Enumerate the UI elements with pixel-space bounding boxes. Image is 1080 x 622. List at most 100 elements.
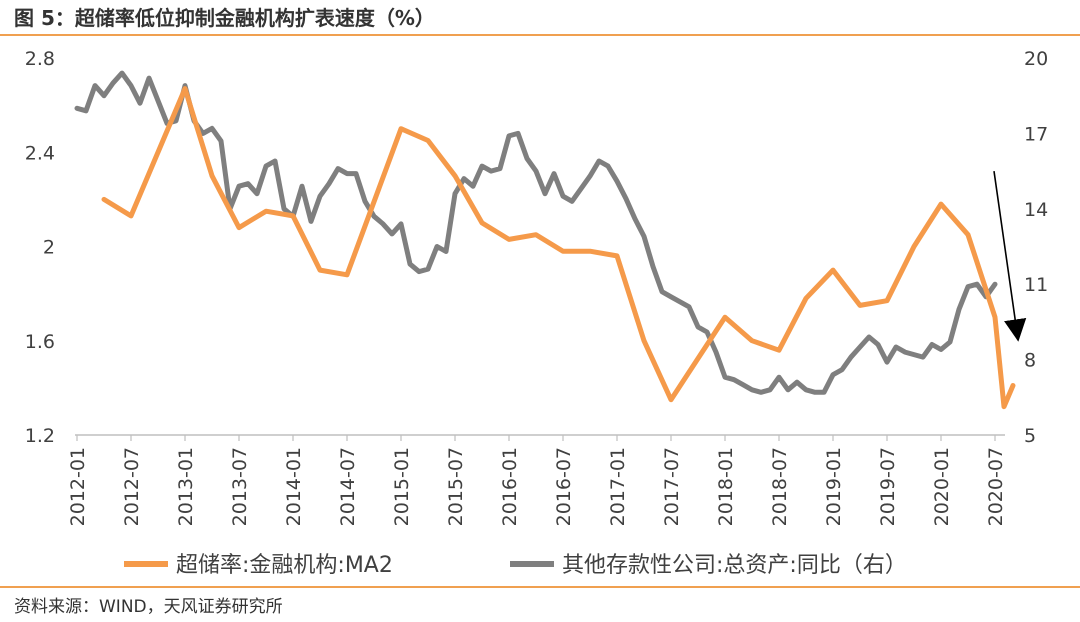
data-point-total-assets-yoy bbox=[741, 383, 745, 387]
x-tick-label: 2014-01 bbox=[283, 447, 305, 526]
data-point-total-assets-yoy bbox=[876, 343, 880, 347]
data-point-total-assets-yoy bbox=[948, 340, 952, 344]
data-point-total-assets-yoy bbox=[651, 265, 655, 269]
data-point-total-assets-yoy bbox=[678, 300, 682, 304]
x-tick-label: 2020-07 bbox=[985, 447, 1007, 526]
data-point-excess-reserve-ratio bbox=[642, 339, 646, 343]
data-point-total-assets-yoy bbox=[309, 219, 313, 223]
y-right-tick-label: 11 bbox=[1024, 274, 1048, 296]
data-point-total-assets-yoy bbox=[723, 375, 727, 379]
x-tick-label: 2016-01 bbox=[499, 447, 521, 526]
source-note: 资料来源：WIND，天风证券研究所 bbox=[14, 597, 283, 617]
data-point-total-assets-yoy bbox=[912, 353, 916, 357]
data-point-total-assets-yoy bbox=[840, 368, 844, 372]
y-right-tick-label: 5 bbox=[1024, 425, 1036, 447]
data-point-total-assets-yoy bbox=[732, 378, 736, 382]
data-point-total-assets-yoy bbox=[129, 84, 133, 88]
data-point-excess-reserve-ratio bbox=[183, 87, 187, 91]
series-line-excess-reserve-ratio bbox=[101, 86, 1016, 410]
data-point-excess-reserve-ratio bbox=[264, 209, 268, 213]
data-point-total-assets-yoy bbox=[687, 305, 691, 309]
data-point-total-assets-yoy bbox=[705, 330, 709, 334]
data-point-total-assets-yoy bbox=[903, 350, 907, 354]
data-point-total-assets-yoy bbox=[966, 285, 970, 289]
y-left-tick-label: 1.6 bbox=[25, 331, 55, 353]
data-point-excess-reserve-ratio bbox=[750, 339, 754, 343]
data-point-total-assets-yoy bbox=[273, 159, 277, 163]
legend-label-excess-reserve-ratio: 超储率:金融机构:MA2 bbox=[176, 553, 393, 578]
data-point-total-assets-yoy bbox=[390, 232, 394, 236]
data-point-total-assets-yoy bbox=[795, 380, 799, 384]
data-point-total-assets-yoy bbox=[750, 388, 754, 392]
data-point-total-assets-yoy bbox=[633, 217, 637, 221]
data-point-total-assets-yoy bbox=[597, 159, 601, 163]
data-point-total-assets-yoy bbox=[84, 109, 88, 113]
data-point-total-assets-yoy bbox=[426, 267, 430, 271]
data-point-total-assets-yoy bbox=[858, 345, 862, 349]
data-point-total-assets-yoy bbox=[669, 295, 673, 299]
data-point-total-assets-yoy bbox=[822, 390, 826, 394]
data-point-total-assets-yoy bbox=[507, 134, 511, 138]
data-point-total-assets-yoy bbox=[957, 307, 961, 311]
data-point-total-assets-yoy bbox=[813, 390, 817, 394]
data-point-total-assets-yoy bbox=[327, 182, 331, 186]
data-point-total-assets-yoy bbox=[525, 157, 529, 161]
data-point-total-assets-yoy bbox=[462, 177, 466, 181]
y-left-tick-label: 2.4 bbox=[25, 142, 55, 164]
data-point-total-assets-yoy bbox=[804, 388, 808, 392]
data-point-excess-reserve-ratio bbox=[777, 348, 781, 352]
x-tick-label: 2019-01 bbox=[823, 447, 845, 526]
bottom-rule bbox=[0, 586, 1080, 588]
data-point-total-assets-yoy bbox=[777, 375, 781, 379]
data-point-total-assets-yoy bbox=[849, 355, 853, 359]
data-point-total-assets-yoy bbox=[408, 262, 412, 266]
data-point-total-assets-yoy bbox=[768, 388, 772, 392]
data-point-excess-reserve-ratio bbox=[939, 202, 943, 206]
data-point-total-assets-yoy bbox=[534, 169, 538, 173]
data-point-total-assets-yoy bbox=[480, 164, 484, 168]
data-point-total-assets-yoy bbox=[921, 355, 925, 359]
data-point-total-assets-yoy bbox=[759, 390, 763, 394]
data-point-total-assets-yoy bbox=[642, 234, 646, 238]
data-point-total-assets-yoy bbox=[345, 172, 349, 176]
data-point-total-assets-yoy bbox=[975, 282, 979, 286]
data-point-total-assets-yoy bbox=[714, 350, 718, 354]
data-point-excess-reserve-ratio bbox=[102, 197, 106, 201]
y-left-tick-label: 2 bbox=[43, 237, 55, 259]
data-point-total-assets-yoy bbox=[210, 126, 214, 130]
data-point-total-assets-yoy bbox=[363, 199, 367, 203]
data-point-excess-reserve-ratio bbox=[480, 221, 484, 225]
x-tick-label: 2015-01 bbox=[391, 447, 413, 526]
data-point-excess-reserve-ratio bbox=[507, 237, 511, 241]
x-tick-label: 2012-07 bbox=[121, 447, 143, 526]
data-point-total-assets-yoy bbox=[381, 222, 385, 226]
data-point-excess-reserve-ratio bbox=[426, 139, 430, 143]
x-tick-label: 2018-01 bbox=[715, 447, 737, 526]
data-point-excess-reserve-ratio bbox=[1011, 384, 1015, 388]
x-tick-label: 2014-07 bbox=[337, 447, 359, 526]
data-point-total-assets-yoy bbox=[138, 101, 142, 105]
data-point-total-assets-yoy bbox=[237, 184, 241, 188]
data-point-total-assets-yoy bbox=[696, 325, 700, 329]
data-point-excess-reserve-ratio bbox=[399, 127, 403, 131]
data-point-excess-reserve-ratio bbox=[615, 254, 619, 258]
data-point-total-assets-yoy bbox=[417, 270, 421, 274]
data-point-total-assets-yoy bbox=[372, 214, 376, 218]
data-point-total-assets-yoy bbox=[102, 94, 106, 98]
data-point-total-assets-yoy bbox=[246, 182, 250, 186]
data-point-total-assets-yoy bbox=[894, 345, 898, 349]
data-point-total-assets-yoy bbox=[516, 131, 520, 135]
data-point-total-assets-yoy bbox=[588, 174, 592, 178]
x-tick-label: 2013-07 bbox=[229, 447, 251, 526]
data-point-total-assets-yoy bbox=[624, 197, 628, 201]
data-point-total-assets-yoy bbox=[471, 184, 475, 188]
y-left-tick-label: 1.2 bbox=[25, 425, 55, 447]
x-tick-label: 2012-01 bbox=[67, 447, 89, 526]
data-point-excess-reserve-ratio bbox=[858, 303, 862, 307]
data-point-excess-reserve-ratio bbox=[912, 245, 916, 249]
data-point-total-assets-yoy bbox=[255, 192, 259, 196]
data-point-excess-reserve-ratio bbox=[237, 226, 241, 230]
data-point-excess-reserve-ratio bbox=[318, 268, 322, 272]
data-point-total-assets-yoy bbox=[75, 106, 79, 110]
data-point-total-assets-yoy bbox=[930, 343, 934, 347]
